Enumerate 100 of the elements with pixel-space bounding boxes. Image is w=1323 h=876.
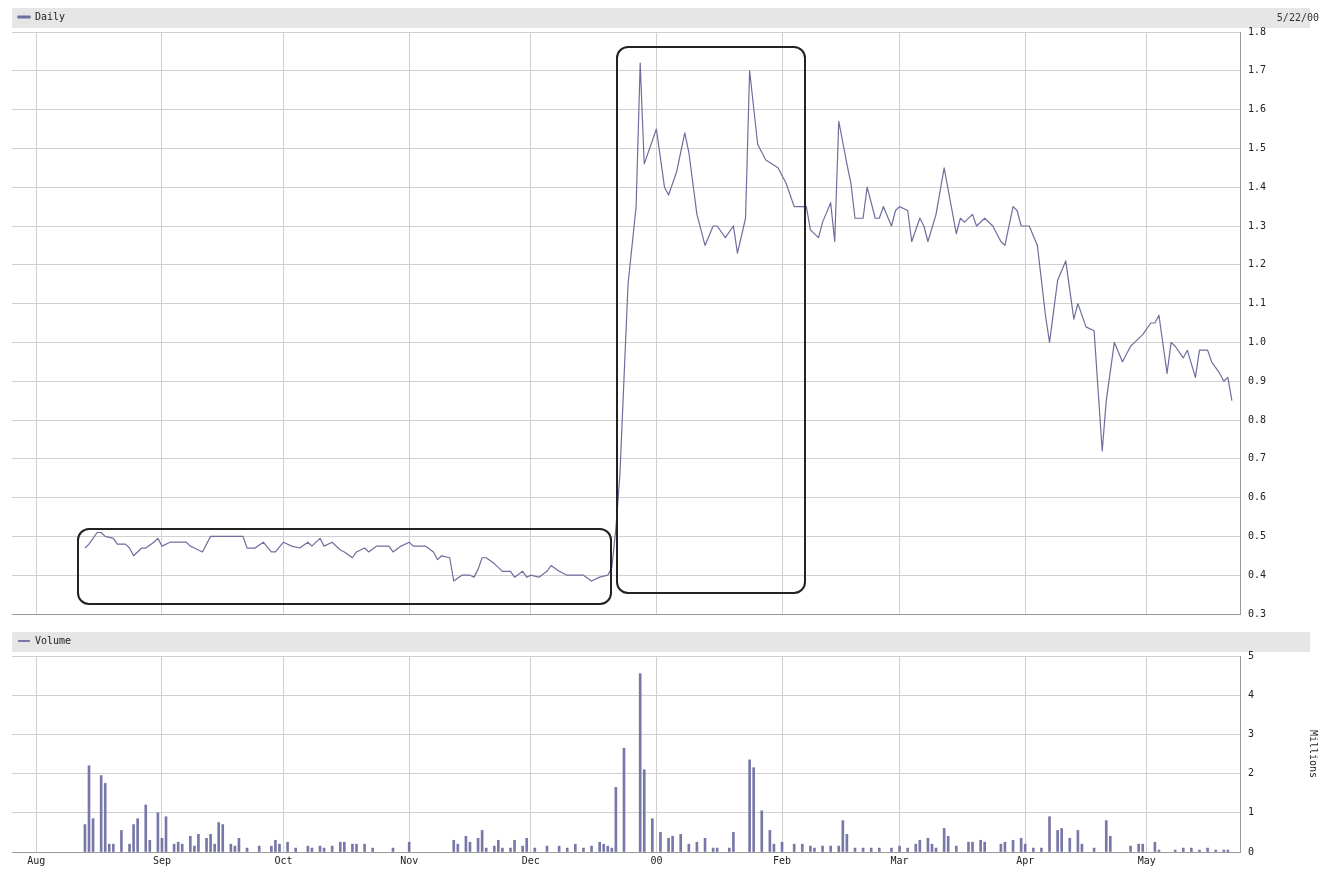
bar [606,845,610,852]
bar [355,843,358,852]
bar [351,843,354,852]
bar [525,837,529,852]
bar [983,841,986,852]
bar [1023,843,1027,852]
bar [598,841,601,852]
bar [286,841,289,852]
y-tick-label: 1.7 [1248,64,1267,76]
y-tick-label: 3 [1248,727,1255,739]
bar [1048,816,1051,852]
x-tick-label: Dec [521,854,540,866]
x-tick-label: Mar [890,854,909,866]
y-tick-label: 1.2 [1248,258,1267,270]
x-tick-label: Feb [773,854,792,866]
bar [497,839,500,852]
bar [1181,847,1185,852]
bar [590,845,593,852]
bar [484,847,488,852]
bar [687,843,691,852]
bar [1104,820,1108,852]
bar [821,845,824,852]
bar [914,843,918,852]
y-axis-title: Millions [1308,729,1320,779]
y-tick-label: 0.6 [1248,491,1267,503]
x-tick-label: May [1137,854,1156,866]
bar [188,835,192,852]
bar [330,845,334,852]
bar [565,847,569,852]
bar [1060,828,1064,852]
bar [1040,847,1043,852]
bar [760,810,764,852]
bar [841,820,845,852]
y-tick-label: 4 [1248,688,1255,700]
legend-label: Daily [35,10,66,22]
bar [954,845,958,852]
bar [946,835,950,852]
bar [533,847,537,852]
bar [651,818,654,852]
bar [732,832,735,852]
bar [898,845,901,852]
x-tick-label: Apr [1016,854,1035,866]
bar [748,759,751,852]
bar [456,843,460,852]
bar [1137,843,1141,852]
bar [103,783,107,852]
x-tick-label: Oct [274,854,293,866]
bar [278,843,281,852]
bar [111,843,115,852]
y-tick-label: 1.1 [1248,297,1267,309]
bar [792,843,796,852]
bar [1056,830,1059,852]
y-tick-label: 0.7 [1248,452,1267,464]
y-tick-label: 1.6 [1248,103,1267,115]
x-tick-label: 00 [650,854,663,866]
bar [343,841,346,852]
bar [829,845,832,852]
y-tick-label: 1.5 [1248,141,1267,153]
bar [452,839,456,852]
bar [1214,849,1218,852]
y-tick-label: 1.4 [1248,180,1267,192]
bar [1190,847,1193,852]
y-tick-label: 5 [1248,649,1255,661]
y-tick-label: 1.0 [1248,335,1267,347]
bar [1068,837,1072,852]
bar [209,834,212,852]
bar [1031,847,1035,852]
bar [918,839,922,852]
bar [371,847,375,852]
bar [513,839,516,852]
bar [144,804,148,852]
bar [217,822,221,852]
y-tick-label: 2 [1248,767,1255,779]
bar [221,824,225,852]
bar [602,843,606,852]
y-tick-label: 0.9 [1248,374,1267,386]
bar [257,845,261,852]
bar [813,847,816,852]
y-tick-label: 0.5 [1248,529,1267,541]
y-tick-label: 1 [1248,806,1255,818]
y-tick-label: 0.4 [1248,568,1267,580]
y-tick-label: 1.8 [1248,25,1267,37]
x-tick-label: Nov [400,854,419,866]
text: 5/22/00 [1276,11,1319,23]
y-tick-label: 0 [1248,845,1255,857]
bar [809,845,812,852]
bar [638,673,642,852]
bar [800,843,804,852]
bar [877,847,881,852]
bar [363,843,366,852]
legend-label: Volume [35,634,72,646]
y-tick-label: 1.3 [1248,219,1267,231]
bar [582,847,585,852]
bar [136,818,139,852]
bar [338,841,342,852]
bar [979,839,982,852]
bar [197,834,200,852]
bar [120,830,123,852]
bar [890,847,893,852]
bar [294,847,298,852]
